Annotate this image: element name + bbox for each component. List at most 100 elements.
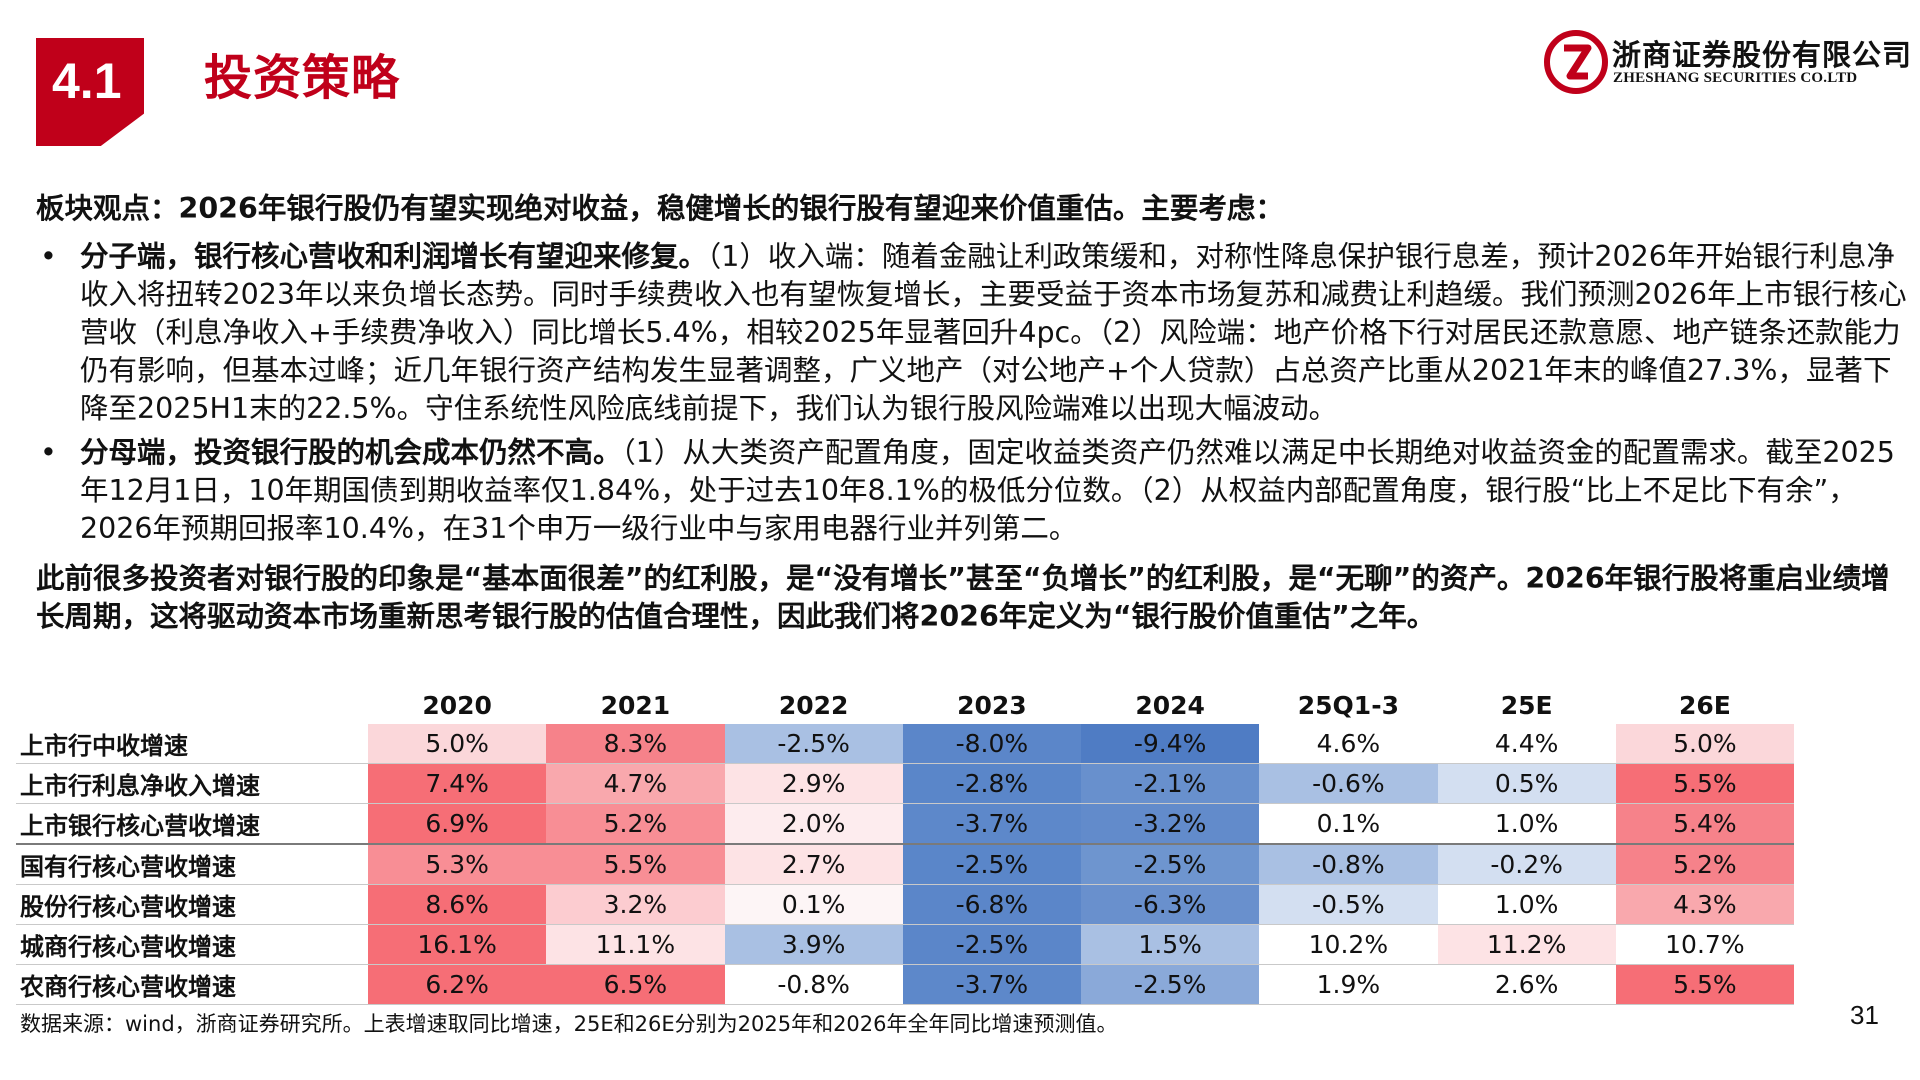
table-corner-header: [16, 686, 368, 724]
table-cell: -3.7%: [902, 964, 1081, 1005]
table-row: 上市银行核心营收增速 6.9% 5.2% 2.0% -3.7% -3.2% 0.1% 1.0%…: [16, 803, 1794, 845]
table-cell: -9.4%: [1081, 724, 1260, 764]
table-cell: 2.6%: [1437, 964, 1616, 1005]
table-row: 城商行核心营收增速 16.1% 11.1% 3.9% -2.5% 1.5% 10.2% 11.…: [16, 924, 1794, 965]
column-header: 25Q1-3: [1259, 686, 1438, 724]
table-cell: -8.0%: [902, 724, 1081, 764]
table-header-row: 2020 2021 2022 2023 2024 25Q1-3 25E 26E: [16, 686, 1794, 724]
bullet-item: • 分子端，银行核心营收和利润增长有望迎来修复。（1）收入端：随着金融让利政策缓…: [36, 238, 1916, 428]
body-text: 板块观点：2026年银行股仍有望实现绝对收益，稳健增长的银行股有望迎来价值重估。…: [36, 190, 1916, 636]
growth-table: 2020 2021 2022 2023 2024 25Q1-3 25E 26E …: [16, 686, 1794, 1005]
table-cell: 3.2%: [546, 884, 725, 925]
table-cell: 16.1%: [368, 924, 547, 965]
table-cell: 6.5%: [546, 964, 725, 1005]
table-cell: -3.2%: [1081, 803, 1260, 845]
table-cell: 0.1%: [724, 884, 903, 925]
table-cell: 5.5%: [546, 843, 725, 885]
table-cell: -0.8%: [1259, 843, 1438, 885]
table-cell: 8.6%: [368, 884, 547, 925]
row-label: 上市银行核心营收增速: [16, 803, 368, 845]
table-cell: 5.0%: [1615, 724, 1794, 764]
bullet-item: • 分母端，投资银行股的机会成本仍然不高。（1）从大类资产配置角度，固定收益类资…: [36, 434, 1916, 548]
table-body: 上市行中收增速 5.0% 8.3% -2.5% -8.0% -9.4% 4.6% 4.4% 5.…: [16, 724, 1794, 1005]
table-cell: 5.0%: [368, 724, 547, 764]
table-cell: -0.5%: [1259, 884, 1438, 925]
table-cell: 0.5%: [1437, 763, 1616, 804]
table-row: 国有行核心营收增速 5.3% 5.5% 2.7% -2.5% -2.5% -0.8% -0.2…: [16, 843, 1794, 885]
column-header: 2021: [546, 686, 725, 724]
table-cell: 1.9%: [1259, 964, 1438, 1005]
table-cell: 6.9%: [368, 803, 547, 845]
headline: 板块观点：2026年银行股仍有望实现绝对收益，稳健增长的银行股有望迎来价值重估。…: [36, 192, 1284, 225]
table-cell: 5.2%: [1615, 843, 1794, 885]
table-cell: -2.1%: [1081, 763, 1260, 804]
table-cell: -2.5%: [1081, 843, 1260, 885]
column-header: 2020: [368, 686, 547, 724]
closing-paragraph: 此前很多投资者对银行股的印象是“基本面很差”的红利股，是“没有增长”甚至“负增长…: [36, 562, 1890, 633]
table-cell: 3.9%: [724, 924, 903, 965]
row-label: 农商行核心营收增速: [16, 964, 368, 1005]
table-row: 上市行中收增速 5.0% 8.3% -2.5% -8.0% -9.4% 4.6% 4.4% 5.…: [16, 724, 1794, 764]
table-cell: 2.9%: [724, 763, 903, 804]
bullet-lead: 分子端，银行核心营收和利润增长有望迎来修复。: [80, 240, 708, 273]
table-cell: 4.7%: [546, 763, 725, 804]
table-cell: -6.3%: [1081, 884, 1260, 925]
table-cell: 4.6%: [1259, 724, 1438, 764]
column-header: 26E: [1615, 686, 1794, 724]
table-cell: -2.5%: [1081, 964, 1260, 1005]
table-cell: 5.5%: [1615, 964, 1794, 1005]
table-row: 农商行核心营收增速 6.2% 6.5% -0.8% -3.7% -2.5% 1.9% 2.6%…: [16, 964, 1794, 1005]
table-cell: 5.2%: [546, 803, 725, 845]
page-number: 31: [1850, 1000, 1879, 1030]
table-cell: -0.6%: [1259, 763, 1438, 804]
bullet-marker: •: [40, 436, 57, 469]
company-name-cn: 浙商证券股份有限公司: [1612, 38, 1913, 72]
table-cell: 0.1%: [1259, 803, 1438, 845]
column-header: 2022: [724, 686, 903, 724]
table-cell: 1.0%: [1437, 884, 1616, 925]
table-cell: 6.2%: [368, 964, 547, 1005]
table-cell: -2.8%: [902, 763, 1081, 804]
table-cell: 5.5%: [1615, 763, 1794, 804]
table-row: 上市行利息净收入增速 7.4% 4.7% 2.9% -2.8% -2.1% -0.6% 0.5…: [16, 763, 1794, 804]
table-cell: -6.8%: [902, 884, 1081, 925]
row-label: 城商行核心营收增速: [16, 924, 368, 965]
table-cell: -2.5%: [902, 843, 1081, 885]
table-cell: 10.2%: [1259, 924, 1438, 965]
row-label: 国有行核心营收增速: [16, 843, 368, 885]
column-header: 2023: [902, 686, 1081, 724]
table-row: 股份行核心营收增速 8.6% 3.2% 0.1% -6.8% -6.3% -0.5% 1.0%…: [16, 884, 1794, 925]
source-note: 数据来源：wind，浙商证券研究所。上表增速取同比增速，25E和26E分别为20…: [20, 1012, 1118, 1036]
bullet-marker: •: [40, 240, 57, 273]
table-cell: -0.8%: [724, 964, 903, 1005]
table-cell: -2.5%: [902, 924, 1081, 965]
column-header: 25E: [1437, 686, 1616, 724]
row-label: 上市行中收增速: [16, 724, 368, 764]
table-cell: 7.4%: [368, 763, 547, 804]
section-number-badge: 4.1: [36, 38, 144, 146]
row-label: 股份行核心营收增速: [16, 884, 368, 925]
column-header: 2024: [1081, 686, 1260, 724]
table-cell: -2.5%: [724, 724, 903, 764]
table-cell: 1.0%: [1437, 803, 1616, 845]
section-number: 4.1: [52, 53, 122, 109]
table-cell: 8.3%: [546, 724, 725, 764]
table-cell: -0.2%: [1437, 843, 1616, 885]
table-cell: 2.7%: [724, 843, 903, 885]
table-cell: 2.0%: [724, 803, 903, 845]
company-name-en: ZHESHANG SECURITIES CO.LTD: [1613, 70, 1858, 86]
bullet-lead: 分母端，投资银行股的机会成本仍然不高。: [80, 436, 622, 469]
table-cell: -3.7%: [902, 803, 1081, 845]
table-cell: 5.3%: [368, 843, 547, 885]
bullet-text: （1）收入端：随着金融让利政策缓和，对称性降息保护银行息差，预计2026年开始银…: [80, 240, 1907, 425]
table-cell: 11.2%: [1437, 924, 1616, 965]
table-cell: 4.4%: [1437, 724, 1616, 764]
row-label: 上市行利息净收入增速: [16, 763, 368, 804]
company-logo-icon: [1544, 30, 1608, 94]
table-cell: 4.3%: [1615, 884, 1794, 925]
bullet-text: （1）从大类资产配置角度，固定收益类资产仍然难以满足中长期绝对收益资金的配置需求…: [80, 436, 1895, 545]
section-title: 投资策略: [204, 50, 401, 106]
table-cell: 1.5%: [1081, 924, 1260, 965]
table-cell: 10.7%: [1615, 924, 1794, 965]
table-cell: 5.4%: [1615, 803, 1794, 845]
